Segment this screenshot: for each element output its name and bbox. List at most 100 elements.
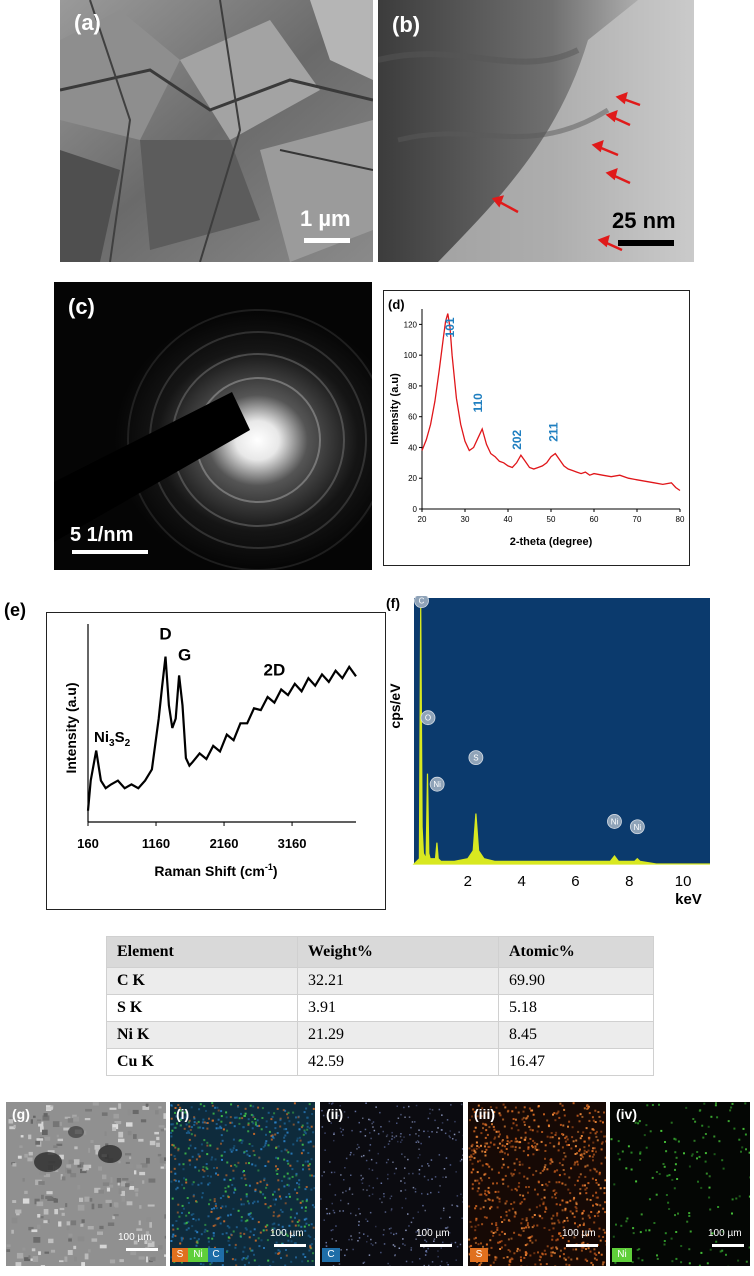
map-speckle xyxy=(210,1175,212,1178)
map-speckle xyxy=(727,1120,730,1123)
map-speckle xyxy=(554,1193,556,1196)
map-speckle xyxy=(562,1253,565,1256)
map-speckle xyxy=(232,1177,235,1180)
map-speckle xyxy=(477,1243,480,1246)
map-speckle xyxy=(198,1169,200,1172)
map-speckle xyxy=(482,1245,484,1248)
map-speckle xyxy=(595,1253,598,1256)
map-speckle xyxy=(459,1243,462,1246)
map-speckle xyxy=(291,1220,294,1223)
map-speckle xyxy=(523,1227,526,1230)
table-header-element: Element xyxy=(106,936,298,968)
map-speckle xyxy=(528,1107,531,1110)
map-speckle xyxy=(593,1252,596,1255)
map-speckle xyxy=(550,1217,553,1220)
map-speckle xyxy=(674,1151,677,1154)
panel-c-scale-text: 5 1/nm xyxy=(70,524,134,546)
table-row: Ni K 21.29 8.45 xyxy=(106,1021,654,1049)
map-speckle xyxy=(501,1166,504,1169)
map-speckle xyxy=(278,1214,281,1217)
map-speckle xyxy=(283,1128,286,1131)
map-speckle xyxy=(527,1147,530,1150)
map-speckle xyxy=(330,1229,333,1232)
map-speckle xyxy=(301,1143,304,1146)
map-speckle xyxy=(197,1126,200,1129)
map-speckle xyxy=(312,1252,314,1255)
map-speckle xyxy=(300,1126,303,1129)
map-speckle xyxy=(243,1150,246,1153)
map-speckle xyxy=(217,1217,220,1219)
map-speckle xyxy=(495,1224,498,1227)
panel-iv-label: (iv) xyxy=(616,1106,637,1122)
map-speckle xyxy=(553,1222,556,1225)
map-speckle xyxy=(284,1229,287,1232)
map-speckle xyxy=(223,1220,226,1223)
map-speckle xyxy=(274,1133,277,1136)
sem-speckle xyxy=(156,1142,160,1147)
map-speckle xyxy=(559,1203,562,1206)
map-speckle xyxy=(496,1182,498,1185)
map-speckle xyxy=(675,1156,678,1159)
map-speckle xyxy=(265,1126,268,1128)
map-speckle xyxy=(433,1240,435,1242)
map-speckle xyxy=(488,1177,491,1179)
map-speckle xyxy=(326,1212,328,1215)
map-speckle xyxy=(603,1187,606,1190)
map-speckle xyxy=(470,1225,473,1228)
map-speckle xyxy=(307,1234,310,1237)
map-speckle xyxy=(668,1174,671,1177)
map-speckle xyxy=(247,1122,250,1125)
map-speckle xyxy=(226,1225,229,1228)
sem-speckle xyxy=(94,1145,101,1150)
map-speckle xyxy=(286,1113,289,1116)
map-speckle xyxy=(648,1229,651,1232)
sem-speckle xyxy=(114,1121,122,1125)
map-speckle xyxy=(254,1118,257,1120)
map-speckle xyxy=(645,1124,648,1127)
map-speckle xyxy=(688,1212,691,1215)
map-speckle xyxy=(365,1159,368,1162)
map-speckle xyxy=(390,1227,392,1229)
sem-speckle xyxy=(65,1203,68,1208)
map-speckle xyxy=(561,1182,564,1185)
peak-marker xyxy=(629,819,645,835)
map-speckle xyxy=(273,1190,276,1193)
map-speckle xyxy=(251,1163,254,1166)
map-speckle xyxy=(518,1182,521,1185)
map-speckle xyxy=(372,1126,374,1128)
map-speckle xyxy=(283,1175,286,1178)
map-speckle xyxy=(179,1242,182,1245)
map-speckle xyxy=(380,1182,383,1184)
sem-speckle xyxy=(12,1200,17,1203)
map-speckle xyxy=(340,1199,342,1202)
map-speckle xyxy=(215,1172,217,1175)
sem-speckle xyxy=(164,1157,166,1162)
map-speckle xyxy=(639,1231,642,1234)
map-speckle xyxy=(612,1235,615,1238)
map-speckle xyxy=(351,1193,354,1195)
map-speckle xyxy=(222,1194,225,1197)
map-speckle xyxy=(307,1141,310,1144)
map-speckle xyxy=(513,1168,516,1171)
map-speckle xyxy=(575,1201,578,1204)
map-speckle xyxy=(239,1232,242,1235)
map-speckle xyxy=(189,1129,192,1131)
map-speckle xyxy=(248,1184,251,1187)
sem-speckle xyxy=(28,1151,33,1156)
map-speckle xyxy=(511,1110,514,1113)
map-speckle xyxy=(266,1224,269,1227)
map-speckle xyxy=(585,1248,587,1250)
map-speckle xyxy=(565,1135,568,1138)
map-speckle xyxy=(489,1264,492,1266)
map-speckle xyxy=(543,1113,545,1116)
map-speckle xyxy=(552,1214,555,1217)
map-speckle xyxy=(220,1127,223,1130)
map-speckle xyxy=(574,1222,576,1225)
map-speckle xyxy=(174,1146,177,1149)
map-speckle xyxy=(308,1163,311,1166)
map-speckle xyxy=(698,1109,701,1112)
map-speckle xyxy=(311,1113,314,1115)
map-speckle xyxy=(473,1148,476,1151)
map-speckle xyxy=(551,1196,554,1199)
